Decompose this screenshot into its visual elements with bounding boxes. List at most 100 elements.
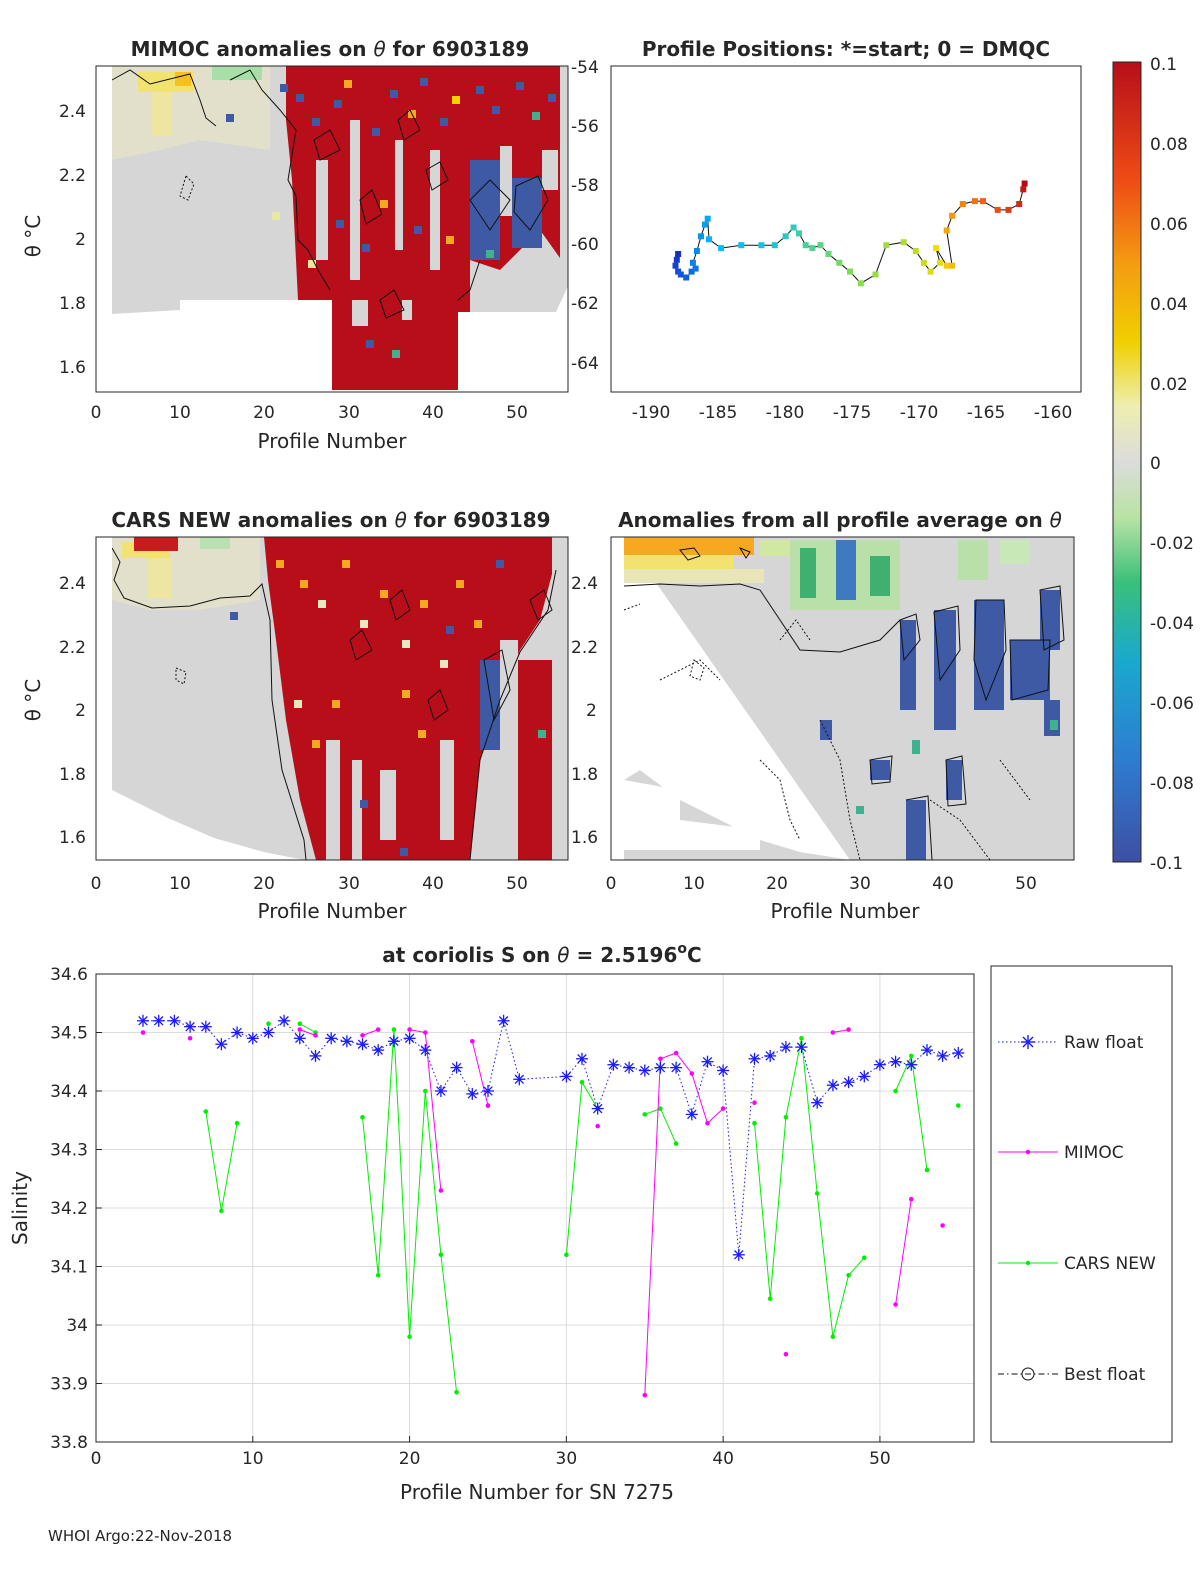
x-tick-label: 50 — [869, 1449, 891, 1469]
profile-position-marker — [949, 212, 956, 219]
y-tick-label: 1.6 — [571, 828, 598, 848]
cars-new-point — [783, 1115, 789, 1120]
legend-item-mimoc: MIMOC — [998, 1143, 1124, 1163]
lon-tick-label: -180 — [766, 403, 805, 423]
raw-float-point — [497, 1014, 510, 1027]
avg-panel: Anomalies from all profile average on θ — [571, 508, 1075, 923]
profile-position-marker — [920, 259, 927, 266]
x-tick-label: 40 — [712, 1449, 734, 1469]
series-mimoc — [140, 1027, 945, 1398]
profile-position-marker — [718, 245, 725, 252]
legend-item-raw-float: Raw float — [998, 1033, 1144, 1053]
lon-tick-label: -185 — [699, 403, 738, 423]
lon-tick-label: -165 — [967, 403, 1006, 423]
lon-tick-label: -190 — [632, 403, 671, 423]
profile-position-marker — [738, 242, 745, 249]
mimoc-point — [485, 1103, 491, 1108]
mimoc-line — [895, 1199, 912, 1305]
lat-tick-label: -56 — [571, 117, 599, 137]
lat-tick-label: -64 — [571, 354, 599, 374]
raw-float-point — [278, 1014, 291, 1027]
x-tick-label: 0 — [606, 874, 617, 894]
salinity-x-axis: 0 10 20 30 40 50 — [91, 1436, 891, 1469]
x-tick-label: 20 — [766, 874, 788, 894]
x-tick-label: 40 — [422, 874, 444, 894]
legend-label: Best float — [1064, 1365, 1146, 1385]
raw-float-point — [764, 1049, 777, 1062]
raw-float-point — [137, 1014, 149, 1027]
x-tick-label: 50 — [506, 403, 528, 423]
raw-float-point — [387, 1035, 400, 1048]
salinity-panel: at coriolis S on θ = 2.5196oC 0 10 20 30 40 5… — [8, 941, 975, 1504]
mimoc-point — [752, 1100, 757, 1105]
mimoc-point — [830, 1030, 836, 1035]
cars-new-point — [956, 1103, 961, 1108]
y-tick-label: 34.5 — [50, 1024, 88, 1044]
cars-new-point — [203, 1109, 209, 1114]
x-tick-label: 10 — [683, 874, 705, 894]
profile-position-marker — [959, 201, 966, 207]
colorbar-tick-label: 0 — [1150, 454, 1161, 474]
x-tick-label: 0 — [91, 874, 102, 894]
profile-position-marker — [706, 236, 712, 243]
series-cars-new — [203, 1021, 961, 1395]
mimoc-point — [438, 1188, 444, 1193]
cars-new-point — [438, 1252, 444, 1258]
raw-float-point — [905, 1058, 918, 1071]
lat-tick-label: -54 — [571, 58, 599, 78]
series-raw-float — [137, 1014, 965, 1261]
cars-new-point — [407, 1334, 412, 1339]
profile-position-markers — [672, 180, 1028, 287]
raw-float-point — [952, 1047, 965, 1059]
colorbar-tick-label: 0.02 — [1150, 375, 1188, 395]
mimoc-point — [783, 1351, 789, 1357]
profile-position-marker — [693, 248, 700, 254]
y-tick-label: 1.6 — [59, 358, 86, 378]
cars-new-point — [830, 1334, 836, 1339]
mimoc-point — [423, 1030, 428, 1035]
profile-position-marker — [702, 221, 708, 228]
colorbar-tick-label: -0.08 — [1150, 774, 1194, 794]
profile-position-marker — [857, 280, 864, 287]
cars-new-line — [754, 1038, 865, 1337]
mimoc-point — [375, 1027, 381, 1032]
mimoc-point — [893, 1302, 898, 1307]
dot-marker-icon — [1025, 1260, 1031, 1266]
x-tick-label: 40 — [422, 403, 444, 423]
cars-new-point — [673, 1141, 679, 1146]
salinity-y-axis-label: Salinity — [8, 1171, 32, 1245]
legend-label: Raw float — [1064, 1033, 1144, 1053]
raw-float-point — [168, 1014, 181, 1027]
lon-tick-label: -170 — [900, 403, 939, 423]
cars-title: CARS NEW anomalies on θ for 6903189 — [111, 508, 550, 532]
legend-label: MIMOC — [1064, 1143, 1124, 1163]
cars-new-point — [564, 1252, 569, 1258]
avg-heatmap — [611, 537, 1074, 861]
profile-position-marker — [1021, 180, 1028, 187]
raw-float-point — [873, 1058, 886, 1071]
cars-new-line — [205, 1111, 238, 1211]
y-tick-label: 1.8 — [571, 765, 598, 785]
profile-position-marker — [912, 248, 919, 254]
raw-float-point — [262, 1026, 275, 1039]
raw-float-point — [623, 1061, 636, 1074]
raw-float-point — [325, 1032, 338, 1045]
mimoc-line — [644, 1052, 724, 1396]
profile-position-marker — [677, 271, 684, 278]
x-tick-label: 30 — [338, 403, 360, 423]
x-tick-label: 0 — [91, 1449, 102, 1469]
mimoc-panel: MIMOC anomalies on θ for 6903189 — [21, 37, 599, 453]
profile-position-marker — [847, 268, 853, 275]
raw-float-point — [215, 1038, 228, 1051]
raw-float-point — [419, 1044, 432, 1057]
profile-position-marker — [971, 198, 978, 205]
profile-position-marker — [673, 256, 680, 263]
cars-new-point — [909, 1053, 914, 1059]
y-axis-label: θ °C — [21, 679, 45, 722]
y-axis-label: θ °C — [21, 215, 45, 258]
raw-float-point — [450, 1061, 463, 1074]
lat-tick-label: -60 — [571, 235, 599, 255]
lon-tick-label: -175 — [833, 403, 872, 423]
x-tick-label: 20 — [253, 403, 275, 423]
y-tick-label: 34.1 — [50, 1258, 88, 1278]
